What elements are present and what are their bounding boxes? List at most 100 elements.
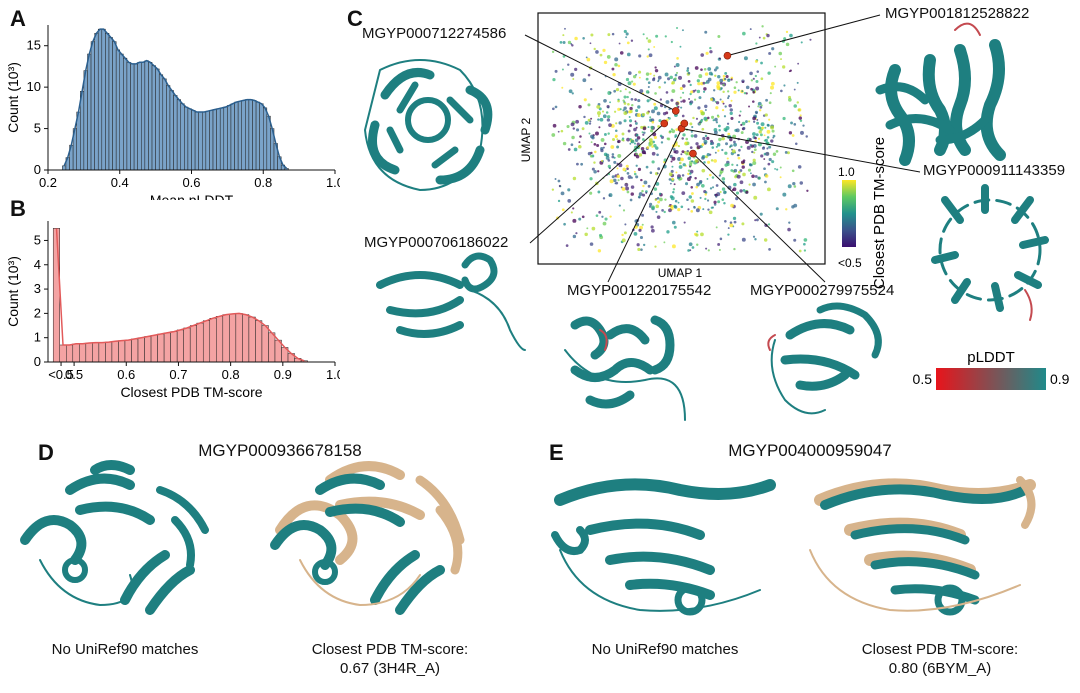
umap-point [797, 108, 802, 112]
umap-point [638, 153, 643, 157]
umap-point [713, 89, 716, 92]
umap-point [721, 177, 726, 181]
umap-point [714, 151, 717, 154]
umap-point [570, 211, 573, 214]
umap-point [656, 153, 659, 157]
umap-point [595, 50, 599, 54]
structure-d-right [270, 461, 465, 615]
umap-point [769, 92, 772, 95]
umap-point [583, 98, 587, 102]
umap-point [582, 37, 585, 40]
umap-point [736, 174, 741, 179]
umap-point [659, 134, 663, 138]
umap-point [623, 231, 627, 235]
umap-point [602, 197, 606, 200]
structure-706186022 [376, 252, 526, 351]
umap-point [726, 157, 729, 160]
highlight-point [680, 119, 689, 128]
umap-point [752, 90, 756, 94]
umap-point [738, 114, 741, 117]
umap-point [655, 182, 660, 186]
umap-point [609, 101, 611, 104]
umap-point [788, 97, 792, 102]
umap-point [797, 62, 800, 65]
umap-point [775, 150, 779, 153]
umap-point [701, 143, 705, 146]
umap-point [795, 142, 798, 146]
umap-point [768, 101, 772, 105]
umap-point [780, 58, 782, 61]
umap-point [756, 121, 760, 125]
umap-point [704, 81, 707, 85]
umap-point [641, 131, 644, 134]
leader-line [529, 123, 665, 244]
umap-point [557, 179, 561, 183]
umap-point [799, 181, 804, 185]
umap-point [601, 110, 605, 113]
umap-point [622, 99, 625, 102]
umap-point [768, 145, 772, 149]
umap-point [752, 144, 757, 148]
umap-point [593, 161, 596, 164]
umap-point [718, 137, 722, 142]
umap-point [597, 118, 600, 121]
umap-point [779, 176, 782, 179]
umap-point [638, 54, 642, 58]
umap-point [614, 63, 618, 67]
umap-point [758, 130, 762, 134]
umap-point [741, 90, 744, 93]
label-mgyp000279975524: MGYP000279975524 [750, 282, 895, 299]
hist-a-ytick-label: 5 [34, 121, 41, 136]
umap-point [797, 165, 802, 169]
panel-letter-b: B [10, 196, 26, 221]
umap-point [695, 208, 700, 213]
umap-point [713, 68, 717, 72]
umap-point [671, 129, 676, 134]
umap-point [704, 193, 707, 196]
umap-point [704, 104, 708, 109]
umap-point [656, 172, 659, 175]
umap-point [563, 222, 566, 226]
umap-point [687, 71, 691, 75]
umap-point [752, 158, 756, 162]
umap-point [633, 170, 636, 173]
umap-point [689, 146, 693, 149]
umap-point [749, 144, 752, 147]
umap-point [751, 150, 754, 154]
umap-point [633, 231, 638, 236]
umap-point [650, 225, 654, 229]
umap-point [629, 119, 633, 123]
umap-point [757, 101, 762, 106]
umap-point [626, 167, 629, 171]
umap-point [725, 142, 729, 146]
umap-point [745, 190, 749, 194]
umap-point [718, 128, 721, 132]
umap-point [693, 134, 698, 138]
umap-point [627, 129, 631, 133]
umap-point [670, 204, 674, 209]
hist-b-density-line [55, 228, 305, 362]
umap-point [629, 198, 633, 202]
umap-point [738, 120, 741, 124]
umap-point [702, 90, 706, 93]
umap-point [764, 180, 767, 184]
umap-point [646, 146, 650, 149]
panel-d-title: MGYP000936678158 [198, 441, 362, 460]
umap-point [551, 50, 555, 54]
umap-point [559, 41, 563, 44]
umap-point [658, 119, 662, 123]
umap-point [664, 35, 667, 38]
umap-point [766, 129, 771, 134]
umap-point [580, 162, 584, 166]
umap-point [619, 90, 622, 93]
umap-point [767, 162, 771, 166]
plddt-title: pLDDT [967, 349, 1015, 366]
umap-point [721, 187, 726, 191]
umap-point [617, 107, 621, 111]
tm-colorbar-label: Closest PDB TM-score [871, 137, 888, 289]
umap-point [670, 160, 673, 163]
umap-point [774, 168, 776, 170]
umap-point [595, 131, 599, 136]
umap-point [603, 98, 607, 103]
umap-point [730, 78, 733, 81]
